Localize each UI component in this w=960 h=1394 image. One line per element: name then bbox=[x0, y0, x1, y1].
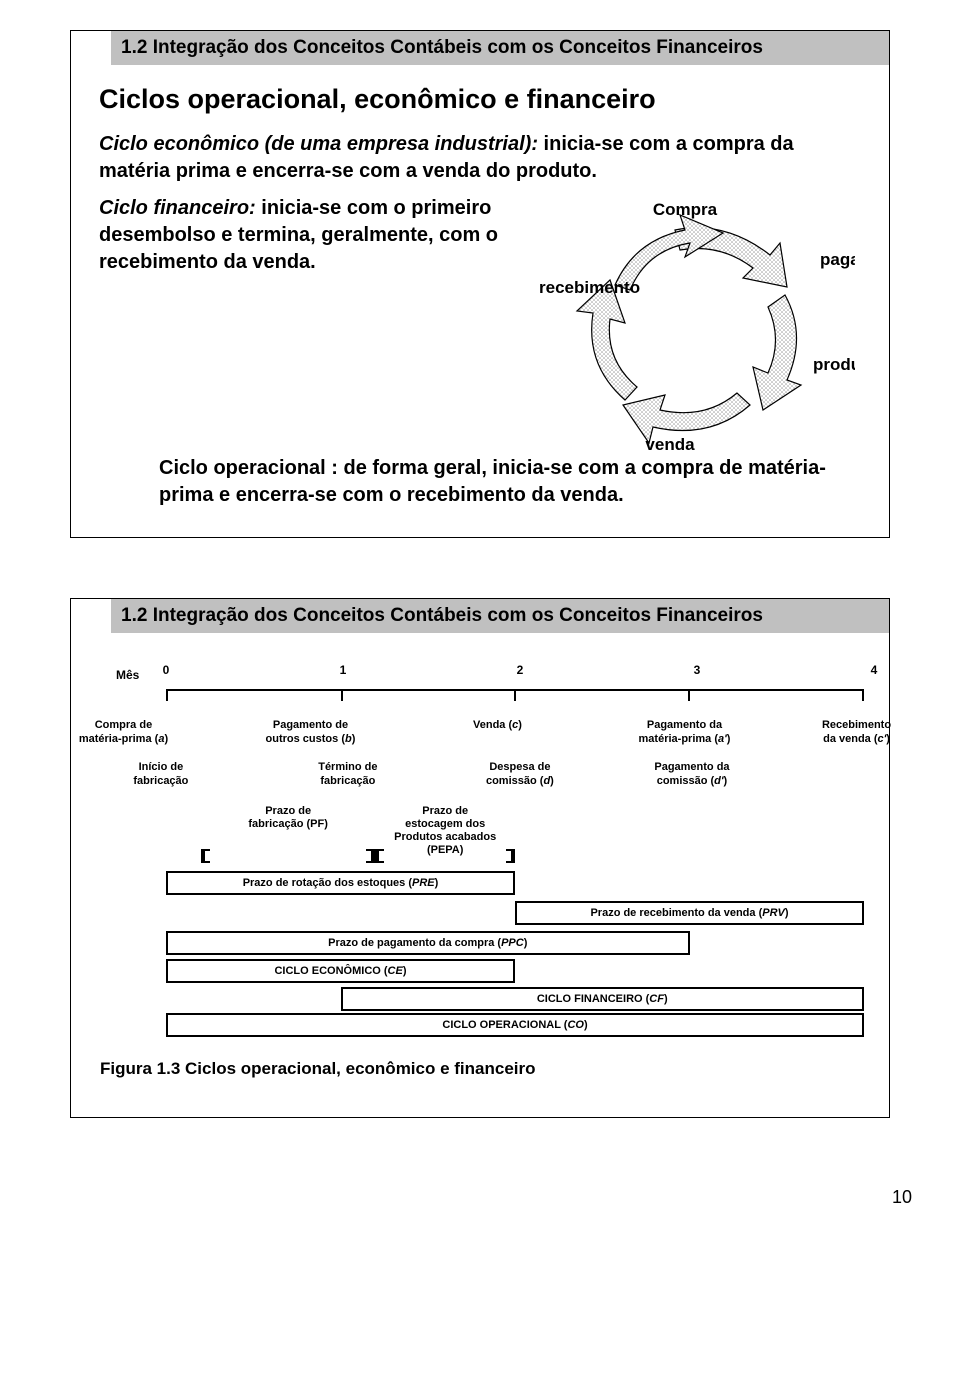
cycle-label-producao: produção bbox=[813, 355, 855, 374]
events-area: Compra dematéria-prima (a)Pagamento deou… bbox=[116, 719, 864, 799]
panel1-p1-term: Ciclo econômico (de uma empresa industri… bbox=[99, 133, 538, 155]
timeline-event: Despesa decomissão (d) bbox=[455, 761, 585, 789]
timeline-solid-bar: Prazo de rotação dos estoques (PRE) bbox=[166, 871, 515, 895]
cycle-label-compra: Compra bbox=[653, 200, 718, 219]
mes-label: Mês bbox=[116, 668, 166, 682]
month-tick: 3 bbox=[694, 663, 701, 677]
month-tick: 1 bbox=[340, 663, 347, 677]
panel1-p1: Ciclo econômico (de uma empresa industri… bbox=[99, 131, 861, 185]
panel-ciclos-texto: 1.2 Integração dos Conceitos Contábeis c… bbox=[70, 30, 890, 538]
page-number: 10 bbox=[892, 1187, 912, 1208]
cycle-diagram: Compra pagamento produção venda recebime… bbox=[525, 195, 855, 455]
bars-area: Prazo defabricação (PF)Prazo deestocagem… bbox=[166, 809, 864, 1041]
timeline-event: Recebimentoda venda (c') bbox=[792, 719, 922, 747]
timeline-solid-bar: CICLO FINANCEIRO (CF) bbox=[341, 987, 865, 1011]
month-timeline bbox=[166, 689, 864, 701]
timeline-event: Venda (c) bbox=[432, 719, 562, 733]
timeline-event: Compra dematéria-prima (a) bbox=[58, 719, 188, 747]
timeline-event: Pagamento dacomissão (d') bbox=[627, 761, 757, 789]
panel1-p2-term: Ciclo financeiro: bbox=[99, 197, 256, 219]
cycle-label-venda: venda bbox=[646, 435, 696, 454]
timeline-event: Término defabricação bbox=[283, 761, 413, 789]
panel-ciclos-diagrama: 1.2 Integração dos Conceitos Contábeis c… bbox=[70, 598, 890, 1118]
figure-caption: Figura 1.3 Ciclos operacional, econômico… bbox=[100, 1059, 874, 1079]
cycle-label-recebimento: recebimento bbox=[539, 278, 640, 297]
panel1-header: 1.2 Integração dos Conceitos Contábeis c… bbox=[111, 31, 889, 65]
timeline-event: Início defabricação bbox=[96, 761, 226, 789]
timeline-solid-bar: CICLO ECONÔMICO (CE) bbox=[166, 959, 515, 983]
panel1-title: Ciclos operacional, econômico e financei… bbox=[99, 83, 861, 117]
timeline-solid-bar: CICLO OPERACIONAL (CO) bbox=[166, 1013, 864, 1037]
timeline-solid-bar: Prazo de pagamento da compra (PPC) bbox=[166, 931, 690, 955]
month-tick: 0 bbox=[163, 663, 170, 677]
panel1-p3: Ciclo operacional : de forma geral, inic… bbox=[99, 455, 861, 509]
panel1-p3-term: Ciclo operacional bbox=[159, 457, 326, 479]
panel1-p2: Ciclo financeiro: inicia-se com o primei… bbox=[99, 195, 500, 276]
month-tick: 4 bbox=[871, 663, 878, 677]
timeline-event: Pagamento damatéria-prima (a') bbox=[619, 719, 749, 747]
month-tick: 2 bbox=[517, 663, 524, 677]
panel2-header: 1.2 Integração dos Conceitos Contábeis c… bbox=[111, 599, 889, 633]
bracket-label: Prazo defabricação (PF) bbox=[248, 805, 327, 831]
timeline-bracket bbox=[201, 849, 376, 863]
bracket-label: Prazo deestocagem dosProdutos acabados(P… bbox=[394, 805, 496, 858]
cycle-label-pagamento: pagamento bbox=[820, 250, 855, 269]
timeline-solid-bar: Prazo de recebimento da venda (PRV) bbox=[515, 901, 864, 925]
mes-row: Mês 01234 bbox=[116, 663, 874, 687]
timeline-event: Pagamento deoutros custos (b) bbox=[245, 719, 375, 747]
